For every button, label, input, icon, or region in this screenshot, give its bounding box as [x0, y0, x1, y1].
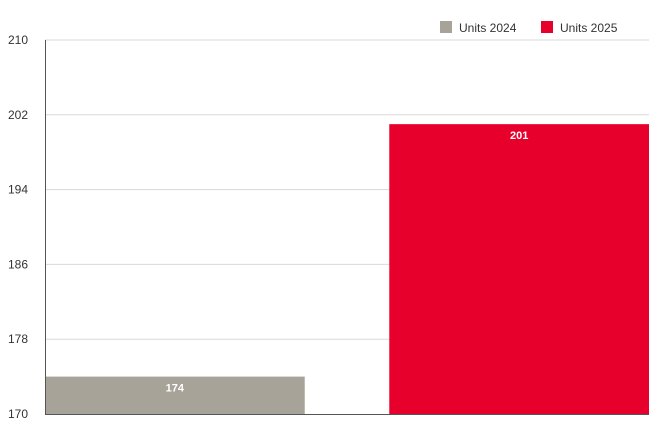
- axes: 170 178 186 194 202 210: [8, 33, 649, 421]
- bar-data-label: 174: [166, 383, 185, 395]
- y-tick-label: 194: [8, 183, 28, 197]
- legend-label: Units 2024: [459, 21, 517, 35]
- legend: Units 2024 Units 2025: [440, 21, 618, 35]
- bars: 174 201: [45, 124, 649, 415]
- y-tick-label: 178: [8, 332, 28, 346]
- y-tick-label: 210: [8, 33, 28, 47]
- legend-label: Units 2025: [560, 21, 618, 35]
- y-tick-label: 186: [8, 257, 28, 271]
- legend-swatch: [440, 21, 452, 33]
- y-tick-label: 170: [8, 407, 28, 421]
- bar-data-label: 201: [510, 130, 528, 142]
- y-tick-label: 202: [8, 108, 28, 122]
- legend-swatch: [541, 21, 553, 33]
- bar: [389, 124, 649, 415]
- bar: [45, 376, 305, 414]
